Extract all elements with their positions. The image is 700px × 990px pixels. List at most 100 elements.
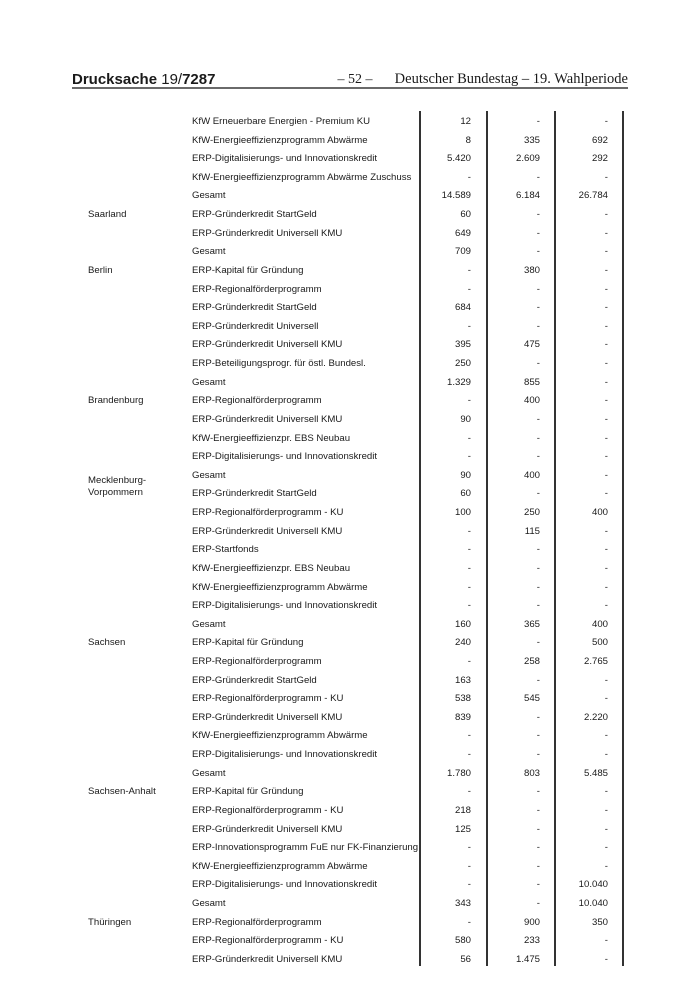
value-cell-3: -	[604, 432, 608, 444]
value-cell-2: 475	[523, 339, 540, 351]
table-row: KfW-Energieeffizienzprogramm Abwärme - - -	[0, 858, 700, 876]
value-cell-1: 60	[460, 488, 471, 500]
value-cell-3: -	[604, 302, 608, 314]
value-cell-1: -	[467, 786, 471, 798]
table-row: Berlin ERP-Kapital für Gründung - 380 -	[0, 262, 700, 280]
value-cell-1: -	[467, 544, 471, 556]
value-cell-1: 580	[454, 935, 471, 947]
column-divider	[622, 111, 624, 966]
program-cell: ERP-Innovationsprogramm FuE nur FK-Finan…	[192, 842, 419, 854]
table-row: ERP-Startfonds - - -	[0, 541, 700, 559]
program-cell: ERP-Beteiligungsprogr. für östl. Bundesl…	[192, 358, 366, 370]
value-cell-2: 6.184	[515, 190, 540, 202]
value-cell-2: 900	[523, 916, 540, 928]
value-cell-1: -	[467, 283, 471, 295]
program-cell: KfW-Energieeffizienzpr. EBS Neubau	[192, 562, 351, 574]
value-cell-1: -	[467, 600, 471, 612]
program-cell: ERP-Regionalförderprogramm	[192, 655, 322, 667]
value-cell-1: 649	[454, 227, 471, 239]
value-cell-2: -	[536, 283, 540, 295]
table-row: Gesamt 343 - 10.040	[0, 895, 700, 913]
value-cell-2: -	[536, 488, 540, 500]
program-cell: ERP-Kapital für Gründung	[192, 264, 304, 276]
value-cell-1: -	[467, 879, 471, 891]
program-cell: ERP-Gründerkredit Universell KMU	[192, 339, 343, 351]
value-cell-1: 60	[460, 209, 471, 221]
value-cell-3: 692	[591, 134, 608, 146]
table-row: ERP-Beteiligungsprogr. für östl. Bundesl…	[0, 355, 700, 373]
value-cell-2: -	[536, 227, 540, 239]
value-cell-3: 292	[591, 153, 608, 165]
program-cell: ERP-Gründerkredit StartGeld	[192, 674, 317, 686]
value-cell-2: -	[536, 562, 540, 574]
program-cell: KfW Erneuerbare Energien - Premium KU	[192, 116, 371, 127]
value-cell-1: -	[467, 916, 471, 928]
value-cell-1: -	[467, 655, 471, 667]
column-divider	[419, 111, 421, 966]
table-row: ERP-Gründerkredit Universell KMU 839 - 2.22…	[0, 709, 700, 727]
value-cell-3: 2.765	[583, 655, 608, 667]
program-cell: ERP-Digitalisierungs- und Innovationskre…	[192, 451, 378, 463]
value-cell-3: -	[604, 246, 608, 258]
value-cell-1: 56	[460, 953, 471, 965]
program-cell: ERP-Gründerkredit Universell KMU	[192, 823, 343, 835]
value-cell-2: 365	[523, 618, 540, 630]
region-cell: Mecklenburg- Vorpommern	[88, 475, 147, 498]
table-row: Sachsen-Anhalt ERP-Kapital für Gründung - -…	[0, 783, 700, 801]
value-cell-2: 545	[523, 693, 540, 705]
program-cell: Gesamt	[192, 469, 226, 481]
value-cell-3: -	[604, 413, 608, 425]
value-cell-3: -	[604, 935, 608, 947]
value-cell-1: 343	[454, 898, 471, 910]
table-row: ERP-Regionalförderprogramm - KU 100 250 400	[0, 504, 700, 522]
table-row: Sachsen ERP-Kapital für Gründung 240 - 500	[0, 634, 700, 652]
value-cell-3: -	[604, 600, 608, 612]
table-row: Gesamt 14.589 6.184 26.784	[0, 187, 700, 205]
table-row: ERP-Regionalförderprogramm - 258 2.765	[0, 653, 700, 671]
value-cell-3: -	[604, 562, 608, 574]
value-cell-1: -	[467, 581, 471, 593]
value-cell-2: 1.475	[515, 953, 540, 965]
value-cell-3: -	[604, 804, 608, 816]
value-cell-3: -	[604, 488, 608, 500]
program-cell: Gesamt	[192, 190, 226, 202]
program-cell: ERP-Gründerkredit Universell KMU	[192, 525, 343, 537]
value-cell-2: 250	[523, 507, 540, 519]
table-row: ERP-Digitalisierungs- und Innovationskre…	[0, 597, 700, 615]
value-cell-2: -	[536, 749, 540, 761]
value-cell-2: 335	[523, 134, 540, 146]
table-row: ERP-Regionalförderprogramm - KU 218 - -	[0, 802, 700, 820]
value-cell-3: 400	[591, 507, 608, 519]
table-row: KfW-Energieeffizienzpr. EBS Neubau - - -	[0, 430, 700, 448]
value-cell-3: 2.220	[583, 711, 608, 723]
program-cell: KfW-Energieeffizienzprogramm Abwärme	[192, 730, 368, 742]
program-cell: ERP-Digitalisierungs- und Innovationskre…	[192, 749, 378, 761]
value-cell-2: -	[536, 674, 540, 686]
value-cell-2: 380	[523, 264, 540, 276]
value-cell-1: -	[467, 525, 471, 537]
value-cell-1: 395	[454, 339, 471, 351]
value-cell-2: -	[536, 823, 540, 835]
program-cell: Gesamt	[192, 376, 226, 388]
value-cell-3: -	[604, 320, 608, 332]
value-cell-3: -	[604, 339, 608, 351]
table-row: ERP-Digitalisierungs- und Innovationskre…	[0, 746, 700, 764]
value-cell-1: 160	[454, 618, 471, 630]
value-cell-3: -	[604, 749, 608, 761]
value-cell-2: -	[536, 246, 540, 258]
value-cell-3: 400	[591, 618, 608, 630]
value-cell-3: -	[604, 283, 608, 295]
value-cell-2: -	[536, 358, 540, 370]
table-row: Thüringen ERP-Regionalförderprogramm - 900 3…	[0, 914, 700, 932]
program-cell: ERP-Digitalisierungs- und Innovationskre…	[192, 600, 378, 612]
value-cell-2: -	[536, 637, 540, 649]
document-number: Drucksache 19/7287	[72, 71, 215, 88]
program-cell: KfW-Energieeffizienzprogramm Abwärme Zus…	[192, 171, 412, 183]
value-cell-1: 684	[454, 302, 471, 314]
value-cell-1: 90	[460, 469, 471, 481]
value-cell-1: 12	[460, 116, 471, 127]
value-cell-2: 803	[523, 767, 540, 779]
program-cell: ERP-Digitalisierungs- und Innovationskre…	[192, 879, 378, 891]
value-cell-2: -	[536, 451, 540, 463]
value-cell-2: -	[536, 711, 540, 723]
